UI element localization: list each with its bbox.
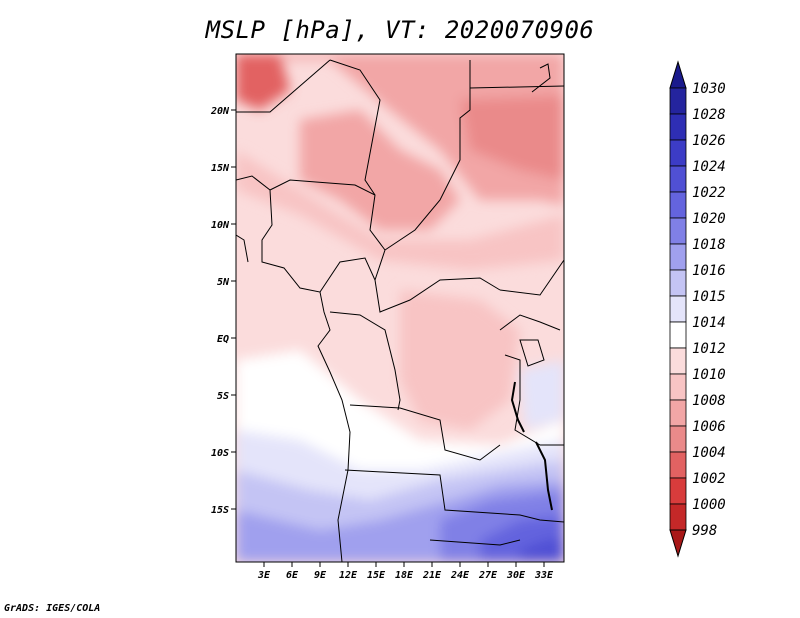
colorbar-label: 1022 <box>692 185 726 201</box>
lat-tick-label: 10N <box>211 220 230 231</box>
map-frame <box>235 53 565 563</box>
lake-malawi <box>535 441 553 511</box>
lon-tick-label: 12E <box>339 570 358 581</box>
lon-tick-label: 30E <box>506 570 526 581</box>
lon-axis: 3E 6E 9E 12E 15E 18E 21E 24E 27E 30E 33E <box>257 562 554 581</box>
field-1008-north <box>236 54 564 205</box>
map-title: MSLP [hPa], VT: 2020070906 <box>205 16 595 44</box>
colorbar-label: 1028 <box>692 107 726 123</box>
lat-tick-label: 10S <box>211 448 229 459</box>
lon-tick-label: 24E <box>450 570 470 581</box>
lat-tick-label: 5N <box>217 277 230 288</box>
lon-tick-label: 21E <box>422 570 442 581</box>
lat-axis: 20N 15N 10N 5N EQ 5S 10S 15S <box>210 106 236 516</box>
field-1010-congo <box>400 290 520 430</box>
colorbar-label: 1014 <box>692 315 726 331</box>
colorbar-label: 1030 <box>692 81 726 97</box>
lon-tick-label: 15E <box>367 570 386 581</box>
colorbar-segment <box>669 347 687 375</box>
border-cameroon <box>319 257 376 293</box>
field-1004-nw <box>236 54 290 110</box>
colorbar-label: 1015 <box>692 289 726 305</box>
border-uganda <box>499 314 561 331</box>
coast-nile-delta <box>531 63 551 93</box>
colorbar-label: 1018 <box>692 237 726 253</box>
colorbar-label: 998 <box>692 523 717 539</box>
lat-tick-label: EQ <box>217 334 229 345</box>
border-mali-niger <box>329 59 381 196</box>
colorbar-segment <box>669 87 687 115</box>
colorbar-segment <box>669 295 687 323</box>
pressure-field <box>236 54 564 562</box>
colorbar-label: 1024 <box>692 159 726 175</box>
field-1008-center <box>300 110 460 230</box>
boundaries <box>236 59 564 562</box>
colorbar-label: 1026 <box>692 133 726 149</box>
grads-credit: GrADS: IGES/COLA <box>4 603 101 614</box>
border-chad-sudan <box>384 60 471 251</box>
lon-tick-label: 6E <box>286 570 299 581</box>
colorbar-segment <box>669 243 687 271</box>
colorbar-label: 1010 <box>692 367 726 383</box>
colorbar-segment <box>669 399 687 427</box>
colorbar-segment <box>669 451 687 479</box>
border-angola-zambia <box>349 404 501 461</box>
lon-tick-label: 3E <box>257 570 271 581</box>
colorbar-label: 1008 <box>692 393 726 409</box>
colorbar-segment <box>669 321 687 349</box>
colorbar-segment <box>669 165 687 193</box>
colorbar-segment <box>669 139 687 167</box>
border-north-a <box>236 59 331 113</box>
lake-victoria <box>519 339 545 367</box>
lat-tick-label: 15S <box>211 505 229 516</box>
border-ssudan <box>499 259 564 296</box>
colorbar-label: 1020 <box>692 211 726 227</box>
border-libya-egypt <box>469 85 564 89</box>
lat-tick-label: 5S <box>217 391 229 402</box>
lon-tick-label: 18E <box>395 570 414 581</box>
west-coast <box>236 234 249 263</box>
border-niger-nigeria <box>269 179 386 251</box>
lat-tick-label: 20N <box>210 106 230 117</box>
lat-tick-label: 15N <box>211 163 230 174</box>
colorbar-bottom-arrow <box>669 529 687 558</box>
colorbar-segment <box>669 503 687 531</box>
colorbar-label: 1004 <box>692 445 726 461</box>
field-1015-east <box>520 360 564 430</box>
colorbar-top-arrow <box>669 60 687 89</box>
colorbar-label: 1016 <box>692 263 726 279</box>
colorbar-segment <box>669 425 687 453</box>
colorbar-segment <box>669 477 687 505</box>
lon-tick-label: 27E <box>478 570 498 581</box>
colorbar-segment <box>669 191 687 219</box>
lake-tanganyika <box>510 381 525 433</box>
colorbar-segment <box>669 269 687 297</box>
colorbar-label: 1000 <box>692 497 726 513</box>
colorbar-segment <box>669 113 687 141</box>
border-namibia-botswana <box>344 469 564 523</box>
lon-tick-label: 33E <box>534 570 554 581</box>
border-congo <box>329 311 401 411</box>
colorbar-label: 1012 <box>692 341 726 357</box>
field-1010-band <box>236 150 564 270</box>
colorbar: 1030 1028 1026 1024 1022 1020 1018 1016 1015 1014… <box>669 60 726 558</box>
colorbar-segment <box>669 217 687 245</box>
colorbar-label: 1002 <box>692 471 726 487</box>
colorbar-label: 1006 <box>692 419 726 435</box>
field-1006-east <box>460 95 564 180</box>
colorbar-segment <box>669 373 687 401</box>
coastline <box>236 175 351 562</box>
lon-tick-label: 9E <box>314 570 327 581</box>
border-south <box>429 539 521 546</box>
field-1024 <box>520 538 564 562</box>
